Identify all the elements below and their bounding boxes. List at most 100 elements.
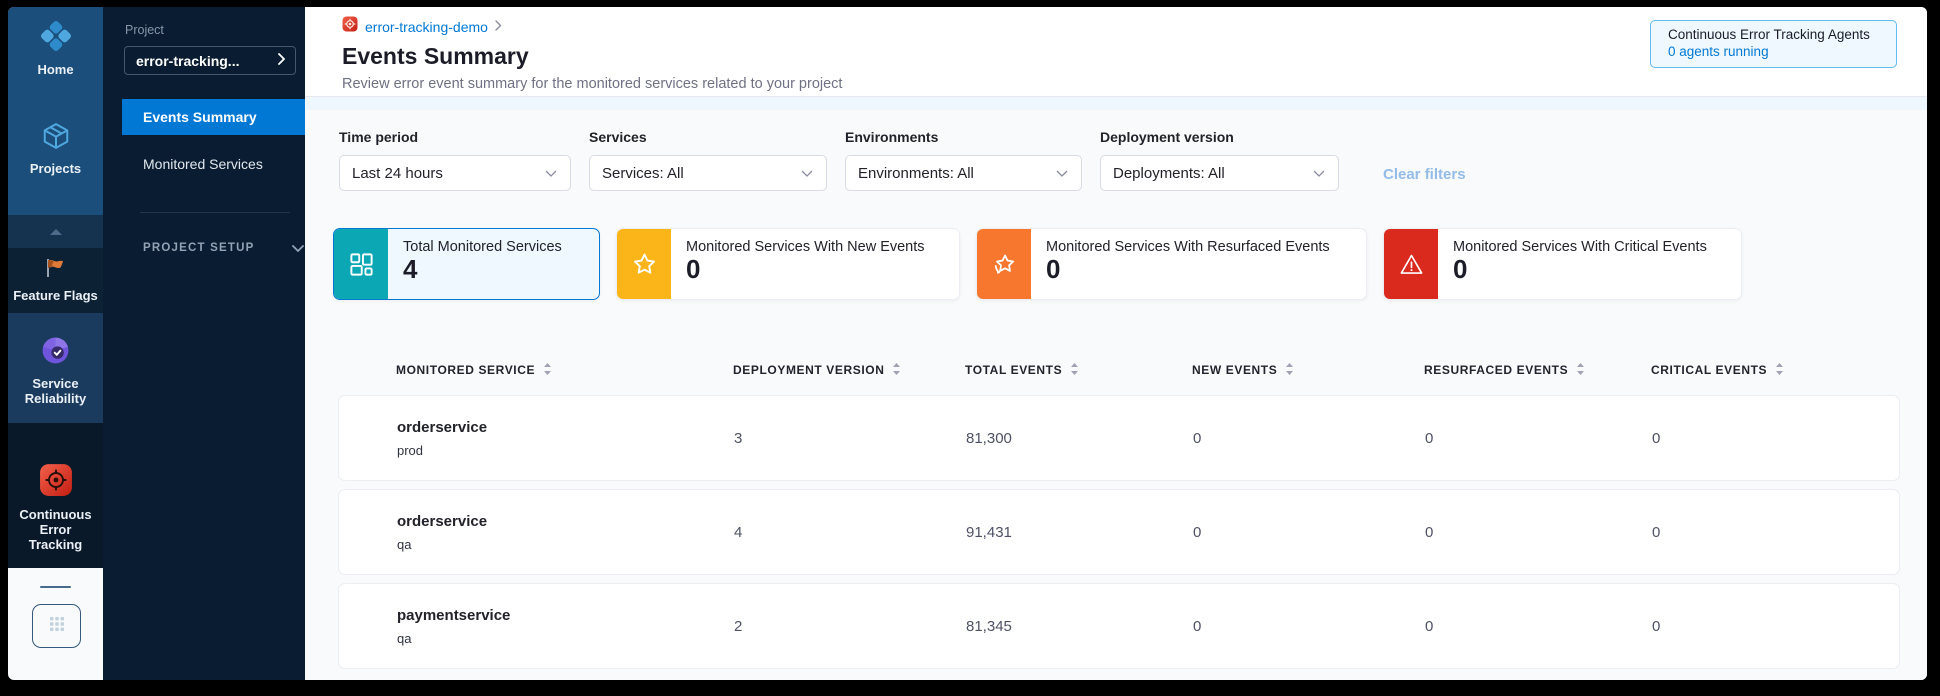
service-name: orderservice xyxy=(397,512,488,530)
card-label: Monitored Services With New Events xyxy=(686,239,925,255)
column-header-label: RESURFACED EVENTS xyxy=(1424,363,1569,377)
clear-filters-button[interactable]: Clear filters xyxy=(1383,166,1466,183)
rail-item-projects[interactable]: Projects xyxy=(8,121,103,176)
rail-item-home[interactable]: Home xyxy=(8,20,103,77)
subheader-strip xyxy=(305,97,1927,110)
column-header-critical-events[interactable]: CRITICAL EVENTS xyxy=(1651,362,1900,379)
card-total-monitored-services[interactable]: Total Monitored Services 4 xyxy=(333,228,600,300)
rail-top-section: Home Projects xyxy=(8,7,103,215)
column-header-deployment-version[interactable]: DEPLOYMENT VERSION xyxy=(733,362,965,379)
table-row[interactable]: orderservice qa 4 91,431 0 0 0 xyxy=(338,489,1900,575)
app-window: Home Projects Feature Flags xyxy=(8,7,1927,680)
column-header-label: MONITORED SERVICE xyxy=(396,363,536,377)
resurfaced-events-value: 0 xyxy=(1425,429,1434,447)
sort-icon xyxy=(1576,362,1585,379)
card-services-with-critical-events[interactable]: Monitored Services With Critical Events … xyxy=(1383,228,1742,300)
warning-triangle-icon xyxy=(1384,229,1438,299)
rail-service-reliability-section: Service Reliability xyxy=(8,313,103,423)
environments-select[interactable]: Environments: All xyxy=(845,155,1082,191)
rail-error-tracking-section: Continuous Error Tracking xyxy=(8,423,103,568)
sort-icon xyxy=(1070,362,1079,379)
rail-divider xyxy=(40,586,71,588)
table-row[interactable]: paymentservice qa 2 81,345 0 0 0 xyxy=(338,583,1900,669)
services-grid-icon xyxy=(334,229,388,299)
filter-deployment-version: Deployment version Deployments: All xyxy=(1100,129,1339,191)
service-name: paymentservice xyxy=(397,606,511,624)
rail-item-service-reliability[interactable]: Service Reliability xyxy=(8,335,103,406)
main-content: error-tracking-demo Events Summary Revie… xyxy=(305,7,1927,680)
card-label: Total Monitored Services xyxy=(403,239,562,255)
column-header-monitored-service[interactable]: MONITORED SERVICE xyxy=(396,362,733,379)
sort-icon xyxy=(1285,362,1294,379)
spacer xyxy=(103,135,305,146)
filters-bar: Time period Last 24 hours Services Servi… xyxy=(339,129,1927,191)
card-label: Monitored Services With Resurfaced Event… xyxy=(1046,239,1330,255)
card-services-with-resurfaced-events[interactable]: Monitored Services With Resurfaced Event… xyxy=(976,228,1367,300)
select-value: Deployments: All xyxy=(1113,164,1225,182)
card-label: Monitored Services With Critical Events xyxy=(1453,239,1707,255)
total-events-value: 91,431 xyxy=(966,523,1012,541)
total-events-value: 81,345 xyxy=(966,617,1012,635)
agents-status-box: Continuous Error Tracking Agents 0 agent… xyxy=(1650,20,1897,68)
flag-icon xyxy=(44,258,68,283)
cube-icon xyxy=(41,121,71,156)
reliability-icon xyxy=(40,335,71,371)
filter-time-period: Time period Last 24 hours xyxy=(339,129,571,191)
new-events-value: 0 xyxy=(1193,523,1202,541)
card-services-with-new-events[interactable]: Monitored Services With New Events 0 xyxy=(616,228,960,300)
deployment-version-value: 2 xyxy=(734,617,743,635)
new-events-value: 0 xyxy=(1193,617,1202,635)
nav-item-monitored-services[interactable]: Monitored Services xyxy=(143,156,263,172)
panel-divider xyxy=(140,212,290,213)
column-header-total-events[interactable]: TOTAL EVENTS xyxy=(965,362,1192,379)
agents-running-link[interactable]: 0 agents running xyxy=(1668,44,1769,59)
deployment-version-value: 4 xyxy=(734,523,743,541)
home-icon xyxy=(40,20,72,57)
service-cell: paymentservice qa xyxy=(397,607,734,646)
chevron-right-icon xyxy=(495,18,502,36)
card-value: 0 xyxy=(1046,254,1061,284)
total-events-value: 81,300 xyxy=(966,429,1012,447)
filter-label: Environments xyxy=(845,129,939,145)
select-value: Last 24 hours xyxy=(352,164,443,182)
service-cell: orderservice prod xyxy=(397,419,734,458)
service-cell: orderservice qa xyxy=(397,513,734,552)
rail-item-feature-flags[interactable]: Feature Flags xyxy=(8,258,103,303)
select-value: Environments: All xyxy=(858,164,974,182)
module-grid-button[interactable] xyxy=(32,604,81,648)
card-body: Monitored Services With Critical Events … xyxy=(1438,229,1707,299)
page-subtitle: Review error event summary for the monit… xyxy=(342,76,843,92)
breadcrumb-project-link[interactable]: error-tracking-demo xyxy=(365,18,488,35)
rail-item-error-tracking[interactable]: Continuous Error Tracking xyxy=(8,463,103,552)
card-value: 0 xyxy=(686,254,701,284)
sort-icon xyxy=(543,362,552,379)
filter-services: Services Services: All xyxy=(589,129,827,191)
column-header-label: NEW EVENTS xyxy=(1192,363,1278,377)
events-table: MONITORED SERVICE DEPLOYMENT VERSION TOT… xyxy=(338,345,1900,669)
time-period-select[interactable]: Last 24 hours xyxy=(339,155,571,191)
rail-item-label: Home xyxy=(37,62,74,77)
project-selector-value: error-tracking... xyxy=(136,52,240,69)
card-body: Monitored Services With Resurfaced Event… xyxy=(1031,229,1330,299)
rail-scroll-up[interactable] xyxy=(8,215,103,248)
services-select[interactable]: Services: All xyxy=(589,155,827,191)
critical-events-value: 0 xyxy=(1652,429,1661,447)
nav-item-events-summary[interactable]: Events Summary xyxy=(122,99,305,135)
resurfaced-events-value: 0 xyxy=(1425,523,1434,541)
card-body: Monitored Services With New Events 0 xyxy=(671,229,925,299)
star-resurfaced-icon xyxy=(977,229,1031,299)
sort-icon xyxy=(892,362,901,379)
table-row[interactable]: orderservice prod 3 81,300 0 0 0 xyxy=(338,395,1900,481)
project-nav-panel: Project error-tracking... Events Summary… xyxy=(103,7,305,680)
filter-label: Services xyxy=(589,129,647,145)
column-header-resurfaced-events[interactable]: RESURFACED EVENTS xyxy=(1424,362,1651,379)
deployments-select[interactable]: Deployments: All xyxy=(1100,155,1339,191)
rail-item-label: Feature Flags xyxy=(13,288,98,303)
card-value: 0 xyxy=(1453,254,1468,284)
chevron-up-icon xyxy=(48,223,64,241)
project-setup-toggle[interactable]: PROJECT SETUP xyxy=(143,239,305,257)
project-selector[interactable]: error-tracking... xyxy=(124,46,296,75)
column-header-new-events[interactable]: NEW EVENTS xyxy=(1192,362,1424,379)
breadcrumb[interactable]: error-tracking-demo xyxy=(342,16,502,37)
chevron-down-icon xyxy=(1313,164,1325,182)
